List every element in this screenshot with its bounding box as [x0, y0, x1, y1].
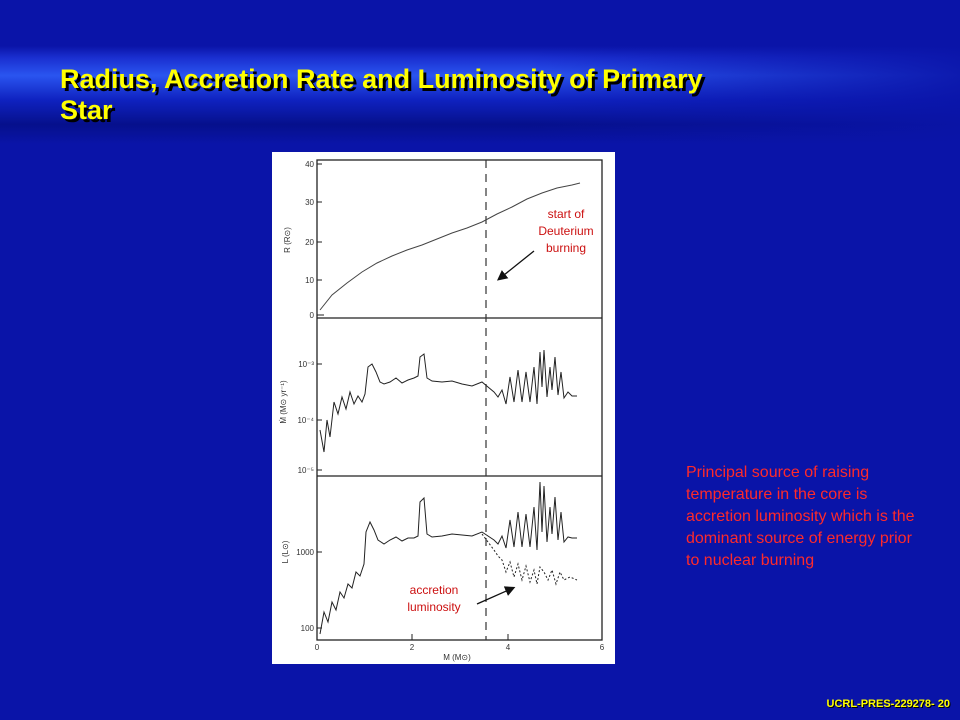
luminosity-axis-label: L (L⊙) [281, 540, 290, 563]
figure-plot: 0 10 20 30 40 10⁻⁵ 10⁻⁴ 10⁻³ 100 1000 R … [279, 159, 605, 662]
radius-axis-label: R (R⊙) [283, 227, 292, 253]
x-tick-0: 0 [315, 643, 320, 652]
x-tick-4: 4 [506, 643, 511, 652]
x-tick-6: 6 [600, 643, 605, 652]
accretion-axis-label: Ṁ (M⊙ yr⁻¹) [279, 380, 288, 424]
r-tick-20: 20 [305, 238, 314, 247]
l-tick-100: 100 [301, 624, 315, 633]
plot-frame [316, 159, 603, 641]
mdot-tick-1e-4: 10⁻⁴ [297, 416, 314, 425]
tick-marks [316, 163, 603, 640]
radius-curve [319, 182, 581, 311]
deuterium-arrow [496, 250, 535, 281]
r-tick-40: 40 [305, 160, 314, 169]
slide-title: Radius, Accretion Rate and Luminosity of… [60, 64, 703, 125]
mdot-tick-1e-5: 10⁻⁵ [298, 466, 314, 475]
accretion-luminosity-annotation: accretion luminosity [407, 583, 461, 614]
footer-id: UCRL-PRES-229278- 20 [826, 698, 951, 710]
accretion-arrow [476, 586, 516, 605]
mdot-tick-1e-3: 10⁻³ [298, 360, 314, 369]
x-axis-label: M (M⊙) [443, 653, 471, 662]
luminosity-curve [319, 481, 577, 635]
l-tick-1000: 1000 [296, 548, 314, 557]
r-tick-0: 0 [310, 311, 315, 320]
accretion-rate-curve [319, 349, 577, 453]
radius-accretion-luminosity-figure: 0 10 20 30 40 10⁻⁵ 10⁻⁴ 10⁻³ 100 1000 R … [272, 152, 615, 664]
x-tick-2: 2 [410, 643, 415, 652]
deuterium-annotation: start of Deuterium burning [538, 207, 594, 255]
r-tick-10: 10 [305, 276, 314, 285]
title-band [0, 46, 960, 144]
r-tick-30: 30 [305, 198, 314, 207]
accretion-luminosity-curve [481, 533, 578, 586]
description-text: Principal source of raising temperature … [686, 464, 915, 569]
